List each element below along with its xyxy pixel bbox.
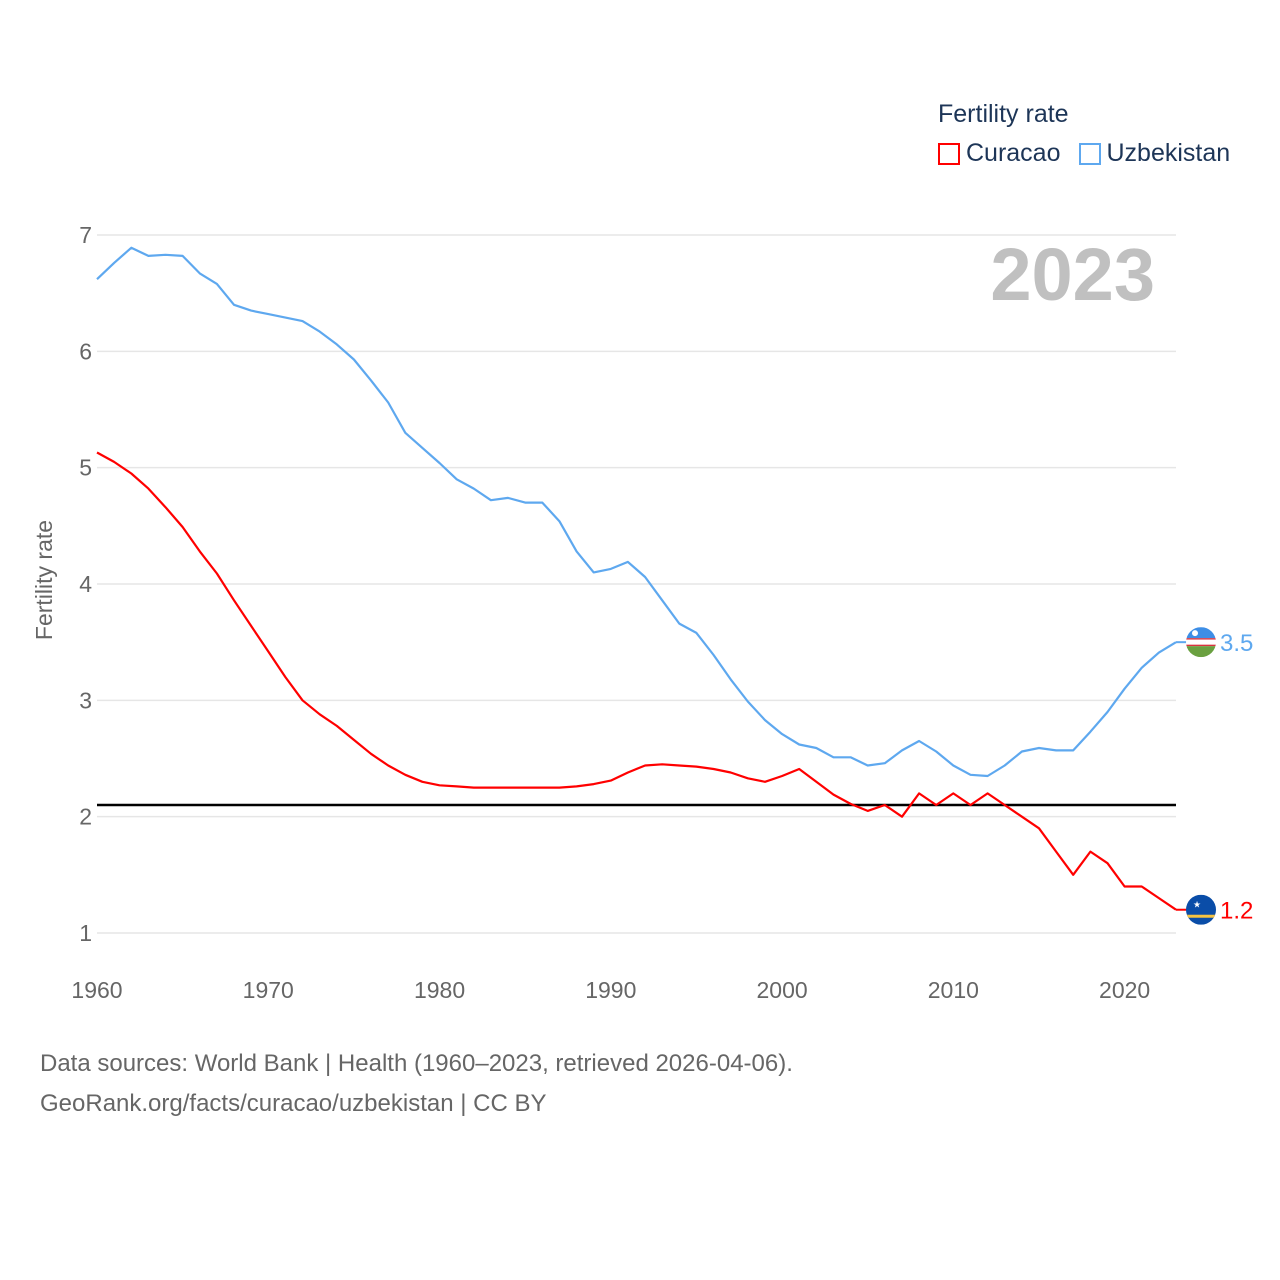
legend-label-curacao: Curacao bbox=[966, 139, 1061, 167]
uzbekistan-flag-icon bbox=[1186, 627, 1216, 658]
x-tick-label: 1960 bbox=[71, 977, 122, 1003]
end-value-label-curacao: 1.2 bbox=[1220, 898, 1253, 925]
x-tick-label: 2010 bbox=[928, 977, 979, 1003]
series-line-curacao bbox=[96, 451, 1177, 911]
x-tick-label: 2000 bbox=[756, 977, 807, 1003]
chart-title-year: 2023 bbox=[990, 233, 1155, 316]
x-tick-label: 1980 bbox=[414, 977, 465, 1003]
source-line-2[interactable]: GeoRank.org/facts/curacao/uzbekistan | C… bbox=[40, 1090, 547, 1117]
y-tick-label: 4 bbox=[79, 571, 92, 597]
y-tick-label: 1 bbox=[79, 920, 92, 946]
x-tick-label: 2020 bbox=[1099, 977, 1150, 1003]
legend-title: Fertility rate bbox=[938, 100, 1069, 128]
legend: Fertility rate Curacao Uzbekistan bbox=[938, 100, 1230, 168]
source-note: Data sources: World Bank | Health (1960–… bbox=[40, 1044, 793, 1124]
y-tick-label: 3 bbox=[79, 687, 92, 713]
legend-swatch-curacao bbox=[938, 142, 960, 165]
y-axis-label: Fertility rate bbox=[31, 520, 57, 640]
legend-swatch-uzbekistan bbox=[1078, 142, 1101, 165]
end-value-label-uzbekistan: 3.5 bbox=[1220, 630, 1253, 657]
svg-text:★: ★ bbox=[1193, 900, 1201, 910]
source-line-1: Data sources: World Bank | Health (1960–… bbox=[40, 1050, 793, 1077]
legend-item-uzbekistan[interactable]: Uzbekistan bbox=[1078, 139, 1231, 168]
legend-item-curacao[interactable]: Curacao bbox=[938, 139, 1061, 168]
curacao-flag-icon: ★ bbox=[1186, 894, 1216, 925]
x-tick-label: 1990 bbox=[585, 977, 636, 1003]
y-tick-label: 5 bbox=[79, 455, 92, 481]
y-tick-label: 6 bbox=[79, 338, 92, 364]
y-tick-label: 7 bbox=[79, 222, 92, 248]
y-tick-label: 2 bbox=[79, 804, 92, 830]
series-line-uzbekistan bbox=[96, 246, 1177, 778]
x-tick-label: 1970 bbox=[243, 977, 294, 1003]
legend-label-uzbekistan: Uzbekistan bbox=[1106, 139, 1231, 167]
